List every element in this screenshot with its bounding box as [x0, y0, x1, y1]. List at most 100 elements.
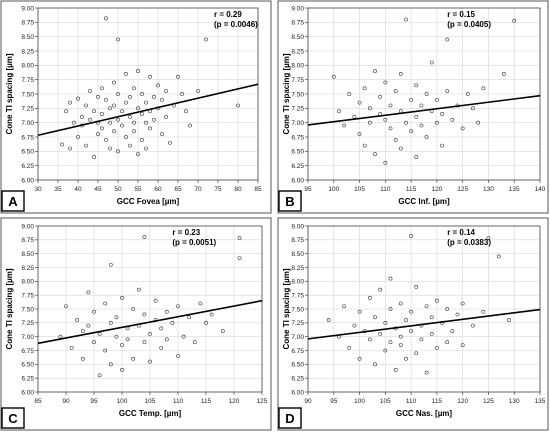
- data-point: [128, 143, 132, 148]
- data-point: [373, 362, 377, 367]
- data-point: [100, 112, 104, 116]
- data-point: [326, 318, 331, 322]
- data-point: [419, 103, 424, 108]
- y-tick-label: 7.75: [291, 77, 304, 84]
- data-point: [367, 120, 372, 125]
- y-tick-label: 8.75: [291, 237, 304, 244]
- data-point: [176, 354, 180, 358]
- data-point: [108, 146, 112, 151]
- y-axis-label: Cone TI spacing [µm]: [282, 53, 291, 134]
- y-tick-label: 6.75: [21, 134, 34, 141]
- y-tick-label: 9.00: [21, 223, 34, 230]
- x-tick-label: 40: [74, 186, 82, 193]
- data-point: [76, 135, 80, 139]
- x-tick-label: 45: [94, 186, 102, 193]
- data-point: [148, 331, 152, 336]
- data-point: [388, 276, 393, 281]
- data-point: [144, 100, 148, 105]
- x-tick-label: 100: [354, 398, 365, 405]
- data-point: [414, 115, 419, 119]
- data-point: [434, 298, 439, 303]
- data-point: [434, 345, 439, 350]
- y-axis-label: Cone TI spacing [µm]: [282, 268, 291, 349]
- data-point: [388, 307, 393, 311]
- x-tick-label: 125: [257, 398, 268, 405]
- data-point: [237, 236, 242, 241]
- data-point: [337, 109, 341, 114]
- data-point: [104, 137, 108, 142]
- data-point: [383, 320, 388, 325]
- p-value: (p = 0.0405): [447, 20, 491, 29]
- data-point: [180, 92, 184, 96]
- y-tick-label: 8.75: [291, 20, 304, 27]
- data-point: [132, 120, 136, 125]
- x-tick-label: 55: [134, 186, 142, 193]
- y-tick-label: 7.00: [291, 120, 304, 127]
- data-point: [357, 100, 362, 105]
- x-tick-label: 140: [535, 186, 546, 193]
- data-point: [108, 106, 112, 111]
- x-axis-label: GCC Nas. [µm]: [396, 409, 453, 418]
- data-point: [236, 103, 240, 108]
- data-point: [176, 304, 180, 309]
- data-point: [128, 115, 132, 119]
- y-tick-label: 8.25: [21, 48, 34, 55]
- data-point: [96, 94, 100, 99]
- data-point: [184, 109, 188, 114]
- data-point: [86, 323, 91, 328]
- x-tick-label: 65: [174, 186, 182, 193]
- x-tick-label: 60: [154, 186, 162, 193]
- panel-letter-box: [278, 407, 302, 429]
- data-point: [502, 72, 506, 76]
- y-tick-label: 6.00: [21, 177, 34, 184]
- data-point: [64, 109, 68, 114]
- data-point: [68, 100, 72, 105]
- data-point: [383, 160, 388, 165]
- panel-letter-box: [278, 190, 302, 212]
- data-point: [96, 132, 100, 137]
- data-point: [142, 235, 147, 239]
- data-point: [198, 301, 203, 306]
- correlation-r: r = 0.29: [214, 10, 242, 19]
- data-point: [496, 254, 501, 259]
- data-point: [481, 309, 486, 314]
- y-tick-label: 6.25: [291, 163, 304, 170]
- data-point: [136, 287, 141, 292]
- regression-line: [37, 299, 263, 345]
- y-tick-label: 8.25: [291, 265, 304, 272]
- data-point: [383, 348, 388, 353]
- data-point: [176, 74, 180, 79]
- data-point: [140, 92, 144, 96]
- data-point: [125, 337, 130, 342]
- data-point: [100, 86, 104, 91]
- data-point: [80, 356, 85, 361]
- data-point: [393, 367, 398, 372]
- data-point: [68, 146, 72, 151]
- data-point: [88, 117, 92, 122]
- data-point: [424, 92, 429, 96]
- data-point: [471, 106, 475, 111]
- data-point: [352, 323, 357, 328]
- x-tick-label: 85: [254, 186, 262, 193]
- x-tick-label: 115: [432, 398, 443, 405]
- x-tick-label: 130: [509, 398, 520, 405]
- x-tick-label: 110: [406, 398, 417, 405]
- data-point: [342, 304, 346, 309]
- data-point: [440, 143, 444, 148]
- y-tick-label: 8.00: [291, 63, 304, 70]
- x-tick-label: 105: [380, 398, 391, 405]
- y-tick-label: 8.00: [21, 63, 34, 70]
- panel-c: 85 90 95 100 105 110 115 120 125 6.00 6.25 6.50 6.75…: [0, 217, 272, 431]
- data-point: [455, 312, 460, 317]
- data-point: [414, 83, 419, 88]
- y-tick-label: 6.25: [21, 375, 34, 382]
- data-point: [486, 236, 491, 241]
- data-point: [378, 287, 383, 292]
- x-tick-label: 85: [34, 398, 42, 405]
- p-value: (p = 0.0383): [447, 238, 491, 247]
- data-point: [142, 340, 147, 345]
- x-tick-label: 100: [328, 186, 339, 193]
- x-tick-label: 130: [483, 186, 494, 193]
- data-point: [108, 320, 113, 325]
- y-tick-label: 8.50: [21, 34, 34, 41]
